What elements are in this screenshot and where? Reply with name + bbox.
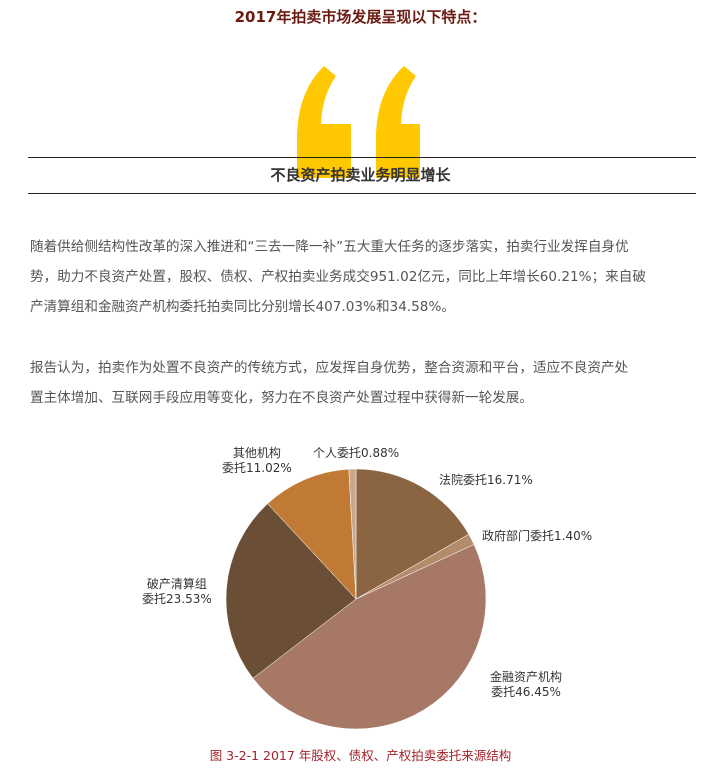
text-line: 势，助力不良资产处置，股权、债权、产权拍卖业务成交951.02亿元，同比上年增长… [30, 269, 646, 285]
label-text: 金融资产机构 [490, 670, 563, 684]
label-text: 委托23.53% [142, 592, 212, 606]
label-text: 法院委托16.71% [439, 473, 533, 487]
top-divider [28, 157, 696, 158]
pie-slice-3 [225, 503, 357, 679]
label-text: 破产清算组 [146, 577, 207, 591]
pie-slice-4 [267, 468, 357, 600]
label-bankrupt: 破产清算组 委托23.53% [142, 577, 212, 607]
section-heading: 2017年拍卖市场发展呈现以下特点： [234, 8, 487, 26]
label-text: 委托11.02% [222, 461, 292, 475]
quote-mark-icon [297, 66, 420, 178]
pie-slice-5 [348, 468, 357, 600]
text-line: 报告认为，拍卖作为处置不良资产的传统方式，应发挥自身优势，整合资源和平台，适应不… [30, 360, 629, 376]
text-line: 置主体增加、互联网手段应用等变化，努力在不良资产处置过程中获得新一轮发展。 [30, 390, 533, 406]
label-gov: 政府部门委托1.40% [482, 529, 592, 544]
subtitle: 不良资产拍卖业务明显增长 [270, 166, 451, 184]
label-text: 委托46.45% [491, 685, 561, 699]
figure-caption: 图 3-2-1 2017 年股权、债权、产权拍卖委托来源结构 [209, 748, 512, 763]
pie-slice-0 [355, 468, 470, 600]
label-court: 法院委托16.71% [439, 473, 533, 488]
bottom-divider [28, 193, 696, 194]
pie-slice-2 [252, 544, 487, 730]
label-text: 政府部门委托1.40% [482, 529, 593, 543]
label-personal: 个人委托0.88% [313, 446, 399, 461]
text-line: 产清算组和金融资产机构委托拍卖同比分别增长407.03%和34.58%。 [30, 299, 455, 315]
label-other: 其他机构 委托11.02% [222, 446, 292, 476]
paragraph-2: 报告认为，拍卖作为处置不良资产的传统方式，应发挥自身优势，整合资源和平台，适应不… [30, 353, 628, 413]
label-text: 其他机构 [232, 446, 281, 460]
label-finance: 金融资产机构 委托46.45% [490, 670, 562, 700]
text-line: 随着供给侧结构性改革的深入推进和“三去一降一补”五大重大任务的逐步落实，拍卖行业… [30, 239, 629, 255]
label-text: 个人委托0.88% [313, 446, 400, 460]
paragraph-1: 随着供给侧结构性改革的深入推进和“三去一降一补”五大重大任务的逐步落实，拍卖行业… [30, 232, 646, 322]
